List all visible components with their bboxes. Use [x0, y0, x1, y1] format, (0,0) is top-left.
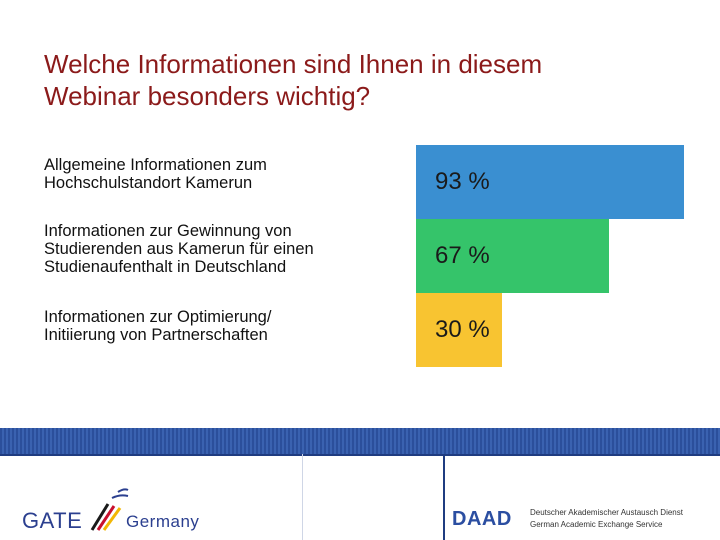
footer-band [0, 428, 720, 454]
bar-value-label-3: 30 % [435, 316, 490, 343]
footer-divider [443, 454, 445, 540]
category-label-2-line-2: Studierenden aus Kamerun für einen [44, 240, 314, 258]
category-label-3-line-1: Informationen zur Optimierung/ [44, 308, 272, 326]
footer-light-divider [302, 454, 303, 540]
title-line-2: Webinar besonders wichtig? [44, 81, 371, 111]
footer-rule [0, 454, 720, 456]
category-label-2-line-1: Informationen zur Gewinnung von [44, 222, 292, 240]
gate-germany-logo: GATE Germany [22, 484, 202, 534]
category-label-1-line-2: Hochschulstandort Kamerun [44, 174, 253, 192]
bar-3 [416, 293, 502, 367]
germany-logo-text: Germany [126, 512, 200, 531]
bar-1 [416, 145, 684, 219]
daad-name-english: German Academic Exchange Service [530, 520, 663, 529]
gate-logo-text: GATE [22, 508, 83, 533]
title-line-1: Welche Informationen sind Ihnen in diese… [44, 49, 543, 79]
category-label-3: Informationen zur Optimierung/ Initiieru… [44, 308, 404, 344]
bar-value-label-2: 67 % [435, 242, 490, 269]
bar-value-label-1: 93 % [435, 168, 490, 195]
gate-swoosh-icon [90, 488, 129, 531]
category-label-1: Allgemeine Informationen zum Hochschulst… [44, 156, 404, 192]
slide-title: Welche Informationen sind Ihnen in diese… [44, 48, 684, 112]
category-label-2-line-3: Studienaufenthalt in Deutschland [44, 258, 287, 276]
daad-name-german: Deutscher Akademischer Austausch Dienst [530, 508, 683, 517]
category-label-1-line-1: Allgemeine Informationen zum [44, 156, 267, 174]
category-label-3-line-2: Initiierung von Partnerschaften [44, 326, 268, 344]
bar-2 [416, 219, 609, 293]
daad-logo: DAAD [452, 508, 512, 530]
category-label-2: Informationen zur Gewinnung von Studiere… [44, 222, 404, 276]
